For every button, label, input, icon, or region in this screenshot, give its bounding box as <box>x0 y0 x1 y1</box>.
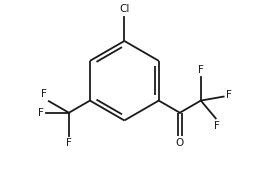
Text: F: F <box>41 89 47 99</box>
Text: O: O <box>176 138 184 148</box>
Text: Cl: Cl <box>119 4 130 14</box>
Text: F: F <box>214 121 220 130</box>
Text: F: F <box>66 138 72 148</box>
Text: F: F <box>198 65 204 75</box>
Text: F: F <box>38 108 43 118</box>
Text: F: F <box>226 90 232 100</box>
